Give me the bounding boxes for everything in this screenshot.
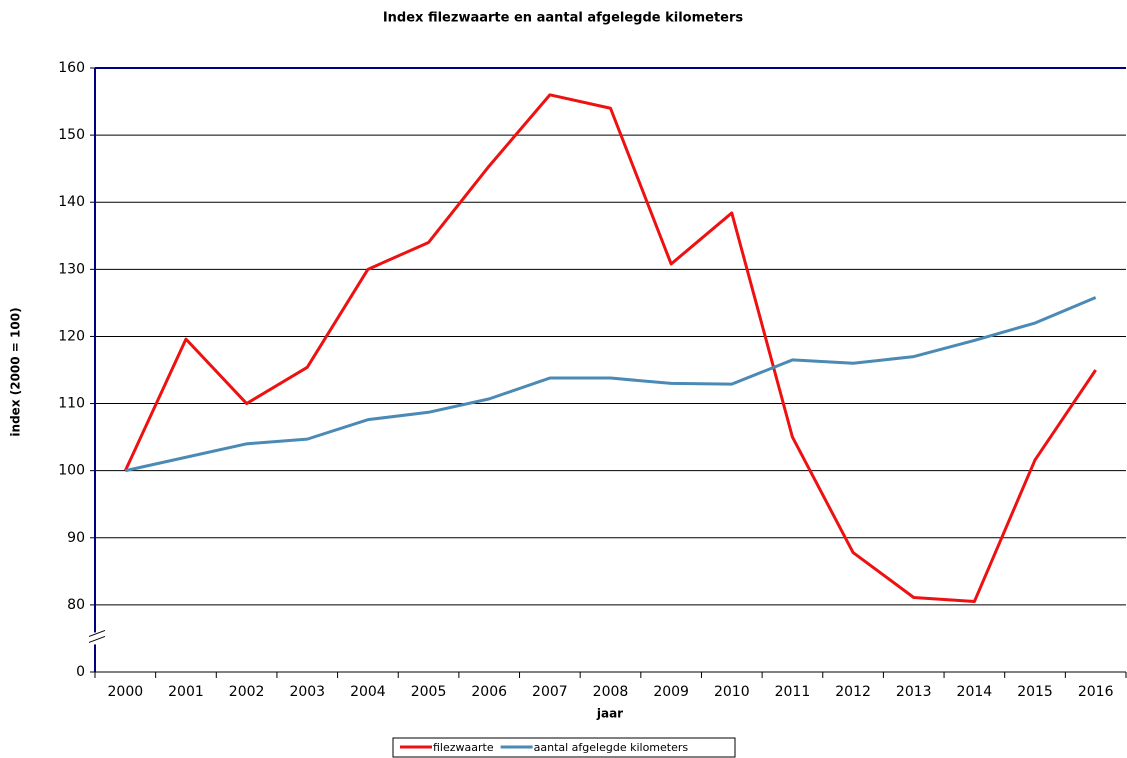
x-tick-label: 2007 [532, 684, 568, 700]
x-tick-label: 2012 [835, 684, 871, 700]
y-tick-label: 0 [76, 664, 85, 680]
x-tick-label: 2006 [471, 684, 507, 700]
y-tick-label: 100 [58, 463, 85, 479]
y-tick-label: 120 [58, 328, 85, 344]
x-tick-label: 2004 [350, 684, 386, 700]
x-tick-label: 2010 [714, 684, 750, 700]
y-tick-label: 150 [58, 127, 85, 143]
y-tick-label: 140 [58, 194, 85, 210]
x-tick-label: 2015 [1017, 684, 1053, 700]
x-tick-label: 2011 [775, 684, 811, 700]
x-tick-label: 2005 [411, 684, 447, 700]
x-tick-label: 2014 [957, 684, 993, 700]
legend-label: aantal afgelegde kilometers [534, 741, 689, 754]
legend-label: filezwaarte [433, 741, 494, 754]
axis-break-gap [91, 632, 99, 645]
y-tick-label: 160 [58, 60, 85, 76]
line-series [124, 296, 1097, 473]
chart-title: Index filezwaarte en aantal afgelegde ki… [383, 11, 744, 26]
y-axis-title: index (2000 = 100) [9, 307, 23, 436]
y-tick-label: 130 [58, 261, 85, 277]
x-tick-label: 2009 [653, 684, 689, 700]
x-tick-label: 2013 [896, 684, 932, 700]
line-series [123, 93, 1097, 604]
x-tick-label: 2008 [593, 684, 629, 700]
y-tick-label: 90 [67, 530, 85, 546]
x-tick-label: 2003 [289, 684, 325, 700]
x-axis-title: jaar [596, 707, 623, 721]
y-tick-label: 80 [67, 597, 85, 613]
legend-box [392, 737, 736, 758]
x-tick-label: 2000 [108, 684, 144, 700]
x-tick-label: 2016 [1078, 684, 1114, 700]
x-tick-label: 2001 [168, 684, 204, 700]
axis-break [88, 629, 106, 643]
y-tick-label: 110 [58, 396, 85, 412]
x-tick-label: 2002 [229, 684, 265, 700]
